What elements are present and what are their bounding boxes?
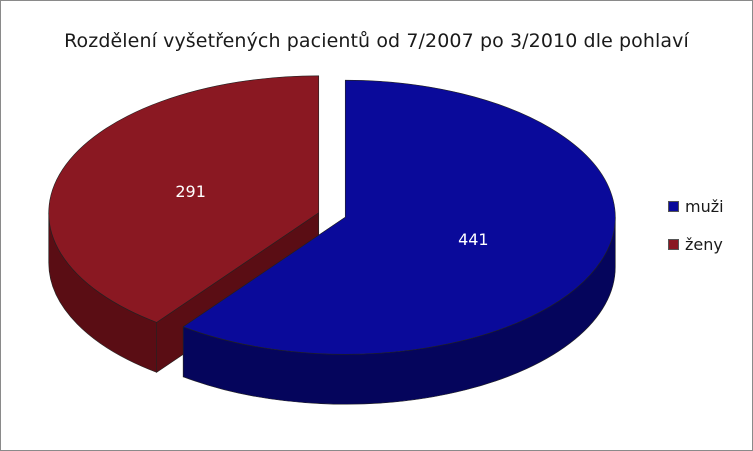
legend-label-muzi: muži: [685, 196, 724, 216]
pie-slice-zeny: [48, 75, 320, 323]
legend-item-zeny: ženy: [668, 234, 724, 254]
chart-title: Rozdělení vyšetřených pacientů od 7/2007…: [64, 30, 689, 52]
legend-item-muzi: muži: [668, 196, 724, 216]
legend: muži ženy: [668, 196, 724, 272]
legend-swatch-muzi: [668, 200, 679, 212]
legend-swatch-zeny: [668, 238, 679, 250]
pie-value-label-muzi: 441: [458, 230, 489, 249]
pie-slice-muzi: [182, 79, 616, 355]
pie-value-label-zeny: 291: [175, 182, 206, 201]
legend-label-zeny: ženy: [685, 234, 723, 254]
